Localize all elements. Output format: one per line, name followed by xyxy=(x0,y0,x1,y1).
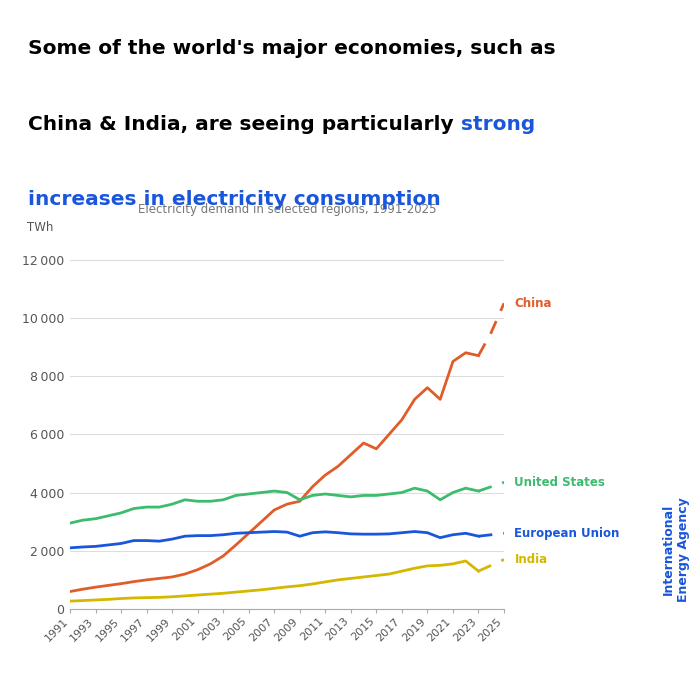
Text: Some of the world's major economies, such as: Some of the world's major economies, suc… xyxy=(28,39,556,58)
Text: United States: United States xyxy=(514,476,606,489)
Text: India: India xyxy=(514,553,547,566)
Text: strong: strong xyxy=(461,115,535,134)
Text: increases in electricity consumption: increases in electricity consumption xyxy=(28,190,441,209)
Text: China: China xyxy=(514,297,552,309)
Text: International
Energy Agency: International Energy Agency xyxy=(662,497,690,602)
Text: China & India, are seeing particularly: China & India, are seeing particularly xyxy=(28,115,461,134)
Text: Electricity demand in selected regions, 1991-2025: Electricity demand in selected regions, … xyxy=(138,203,436,216)
Text: European Union: European Union xyxy=(514,527,620,540)
Text: TWh: TWh xyxy=(27,221,53,234)
